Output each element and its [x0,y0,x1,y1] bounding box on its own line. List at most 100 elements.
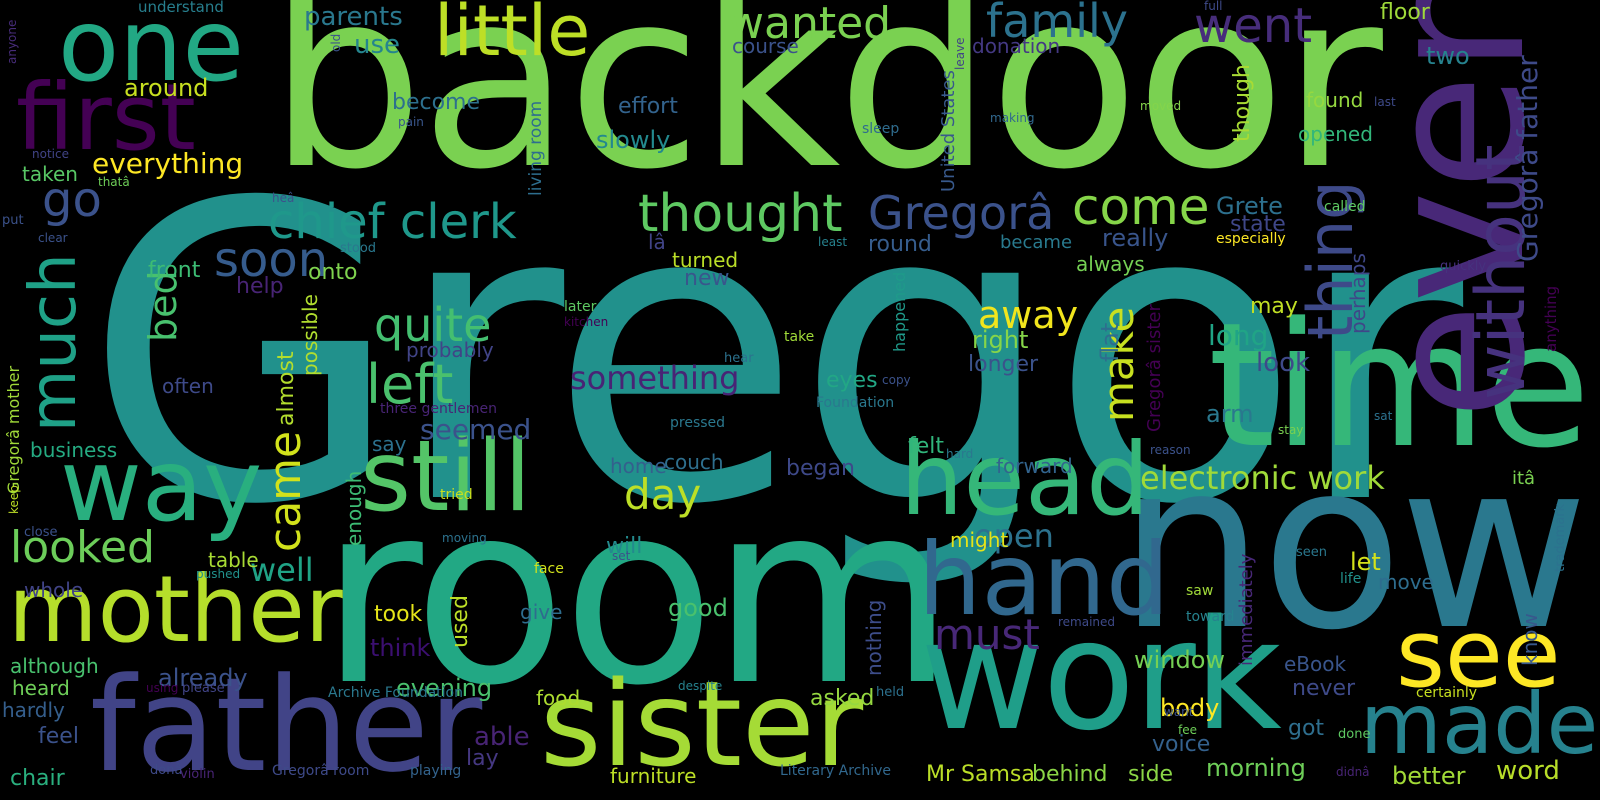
word-become: become [392,90,481,115]
word-la: lâ [648,230,666,254]
word-never: never [1292,676,1356,701]
word-electronic-work: electronic work [1140,459,1385,497]
word-put: put [2,213,24,228]
word-kitchen: kitchen [564,315,609,329]
word-possible: possible [298,294,322,376]
word-happened: happened [890,271,909,352]
word-held: held [876,685,905,700]
word-floor: floor [1380,0,1430,25]
word-father: father [90,649,483,800]
word-hard: hard [946,447,974,461]
word-backdoor: backdoor [268,0,1383,224]
word-enough: enough [342,470,366,546]
word-ebook: eBook [1284,652,1347,676]
word-fee: fee [1178,723,1197,737]
word-mr-samsa: Mr Samsa [926,762,1035,787]
word-time: time [1208,285,1591,486]
word-know: know [1518,613,1542,666]
word-use: use [354,30,401,60]
word-opened: opened [1298,122,1373,146]
word-go: go [42,172,102,228]
word-dona: donâ [150,763,183,778]
word-little: little [434,0,591,72]
word-give: give [520,600,563,624]
word-keep: keep [7,485,21,514]
word-gregora-mother: Gregorâ mother [4,365,23,494]
word-body: body [1160,694,1220,722]
word-side: side [1128,762,1174,787]
word-least: least [818,235,848,249]
word-became: became [1000,232,1073,253]
word-left: left [366,353,454,416]
word-morning: morning [1206,754,1306,782]
word-help: help [236,274,284,299]
word-perhaps: perhaps [1346,253,1370,334]
word-way: way [60,427,263,544]
word-gregor: Gregor [84,116,1463,594]
word-hear: hear [724,351,754,366]
word-gregora: Gregorâ [868,186,1055,240]
word-didna: didnâ [1336,765,1370,779]
word-called: called [1324,199,1366,215]
word-understand: understand [138,0,224,16]
word-evening: evening [396,674,493,702]
word-family: family [986,0,1128,48]
word-done: done [1338,727,1371,742]
word-one: one [58,0,245,104]
word-flat: flat [1096,322,1124,362]
word-thought: thought [638,184,843,244]
word-already: already [158,664,248,692]
word-almost: almost [274,351,299,426]
word-pain: pain [398,115,424,129]
word-work: work [920,587,1282,764]
word-chief-clerk: chief clerk [268,194,517,250]
word-right: right [972,326,1029,354]
word-literary-archive: Literary Archive [780,763,892,779]
word-reason: reason [1150,443,1191,457]
word-much: much [17,253,91,432]
word-forward: forward [996,454,1073,478]
word-think: think [370,634,431,662]
word-living-room: living room [526,100,546,196]
word-longer: longer [968,352,1039,377]
word-move: move [1378,570,1434,594]
word-donation: donation [972,34,1061,58]
word-around: around [124,74,209,102]
word-voice: voice [1152,732,1211,757]
word-archive-foundation: Archive Foundation [328,685,463,701]
word-parents: parents [304,2,403,32]
word-clear: clear [38,231,68,245]
word-gregora-sister: Gregorâ sister [1144,304,1165,432]
word-used: used [448,595,473,648]
word-home: home [610,454,667,478]
word-effort: effort [618,94,678,119]
word-leave: leave [953,37,967,70]
word-often: often [162,374,214,398]
word-see: see [1396,600,1561,709]
word-pushed: pushed [196,567,241,581]
word-new: new [684,266,730,291]
word-window: window [1134,646,1226,674]
word-sister: sister [540,655,864,793]
word-foundation: Foundation [816,395,895,411]
word-pressed: pressed [670,415,726,431]
word-business: business [30,438,118,462]
word-gregora-room: Gregorâ room [272,763,370,779]
word-able: able [474,722,530,752]
word-remained: remained [1058,615,1116,629]
word-ita: itâ [1512,468,1536,489]
word-quite: quite [374,298,492,352]
word-everything: everything [92,147,244,180]
word-arm: arm [1206,400,1254,428]
word-might: might [950,528,1009,552]
word-sat: sat [1374,409,1393,423]
word-front: front [148,258,201,283]
word-came: came [260,430,311,552]
word-better: better [1392,762,1466,790]
word-couch: couch [664,450,724,474]
word-may: may [1250,294,1298,319]
word-moved: moved [1140,99,1182,113]
word-chair: chair [10,766,65,791]
word-nothing: nothing [862,599,886,676]
word-trademark: trademark [1553,503,1568,572]
